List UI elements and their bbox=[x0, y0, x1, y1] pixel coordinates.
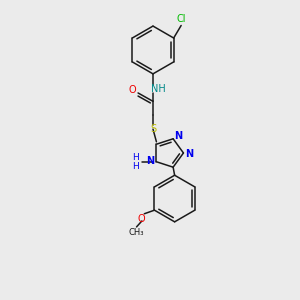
Text: N: N bbox=[174, 131, 182, 141]
Text: N: N bbox=[146, 156, 154, 166]
Text: O: O bbox=[137, 214, 145, 224]
Text: H: H bbox=[132, 153, 139, 162]
Text: NH: NH bbox=[151, 84, 166, 94]
Text: O: O bbox=[129, 85, 136, 95]
Text: N: N bbox=[185, 148, 193, 159]
Text: H: H bbox=[132, 162, 139, 171]
Text: S: S bbox=[150, 124, 156, 134]
Text: CH₃: CH₃ bbox=[129, 228, 144, 237]
Text: Cl: Cl bbox=[177, 14, 187, 24]
